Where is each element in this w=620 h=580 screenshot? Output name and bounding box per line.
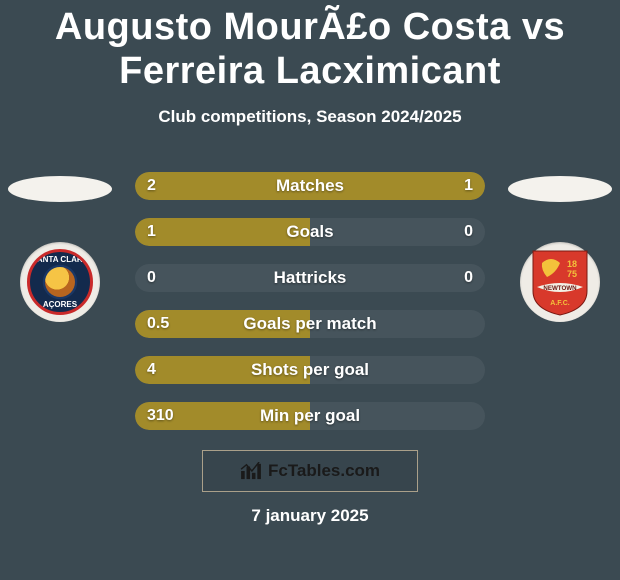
stat-label: Matches [135,172,485,200]
stat-value-right: 0 [464,218,473,246]
stats-arena: SANTA CLARA AÇORES 18 75 NEWTOWN A.F.C. [0,158,620,448]
page-subtitle: Club competitions, Season 2024/2025 [0,107,620,127]
svg-text:18: 18 [567,259,577,269]
team-left-platform [8,176,112,202]
stat-label: Goals [135,218,485,246]
team-left-badge: SANTA CLARA AÇORES [20,242,100,322]
date-text: 7 january 2025 [0,506,620,526]
newtown-crest-icon: 18 75 NEWTOWN A.F.C. [529,247,591,317]
stat-value-left: 4 [147,356,156,384]
stat-value-left: 0.5 [147,310,169,338]
stat-label: Goals per match [135,310,485,338]
stat-label: Shots per goal [135,356,485,384]
svg-text:NEWTOWN: NEWTOWN [543,285,577,292]
svg-text:A.F.C.: A.F.C. [550,300,570,307]
stat-bar: Goals1 0 [135,218,485,246]
brand-text: FcTables.com [268,461,380,481]
page-title: Augusto MourÃ£o Costa vs Ferreira Lacxim… [0,0,620,93]
stat-label: Hattricks [135,264,485,292]
stat-value-left: 2 [147,172,156,200]
stat-bar: Min per goal310 [135,402,485,430]
stat-bar: Goals per match0.5 [135,310,485,338]
stat-bar: Shots per goal4 [135,356,485,384]
chart-icon [240,462,262,480]
crest-text-top: SANTA CLARA [30,255,90,264]
stat-bar: Hattricks0 0 [135,264,485,292]
stat-value-left: 0 [147,264,156,292]
stat-value-right: 0 [464,264,473,292]
svg-text:75: 75 [567,269,577,279]
team-right-badge: 18 75 NEWTOWN A.F.C. [520,242,600,322]
stat-value-left: 310 [147,402,174,430]
crest-text-bottom: AÇORES [30,300,90,309]
stat-bars: Matches21Goals10Hattricks00Goals per mat… [135,172,485,430]
team-left: SANTA CLARA AÇORES [0,158,120,322]
team-right-platform [508,176,612,202]
santa-clara-crest-icon: SANTA CLARA AÇORES [27,249,93,315]
stat-value-left: 1 [147,218,156,246]
stat-label: Min per goal [135,402,485,430]
stat-value-right: 1 [464,172,473,200]
team-right: 18 75 NEWTOWN A.F.C. [500,158,620,322]
brand-box[interactable]: FcTables.com [202,450,418,492]
stat-bar: Matches2 1 [135,172,485,200]
comparison-card: Augusto MourÃ£o Costa vs Ferreira Lacxim… [0,0,620,580]
